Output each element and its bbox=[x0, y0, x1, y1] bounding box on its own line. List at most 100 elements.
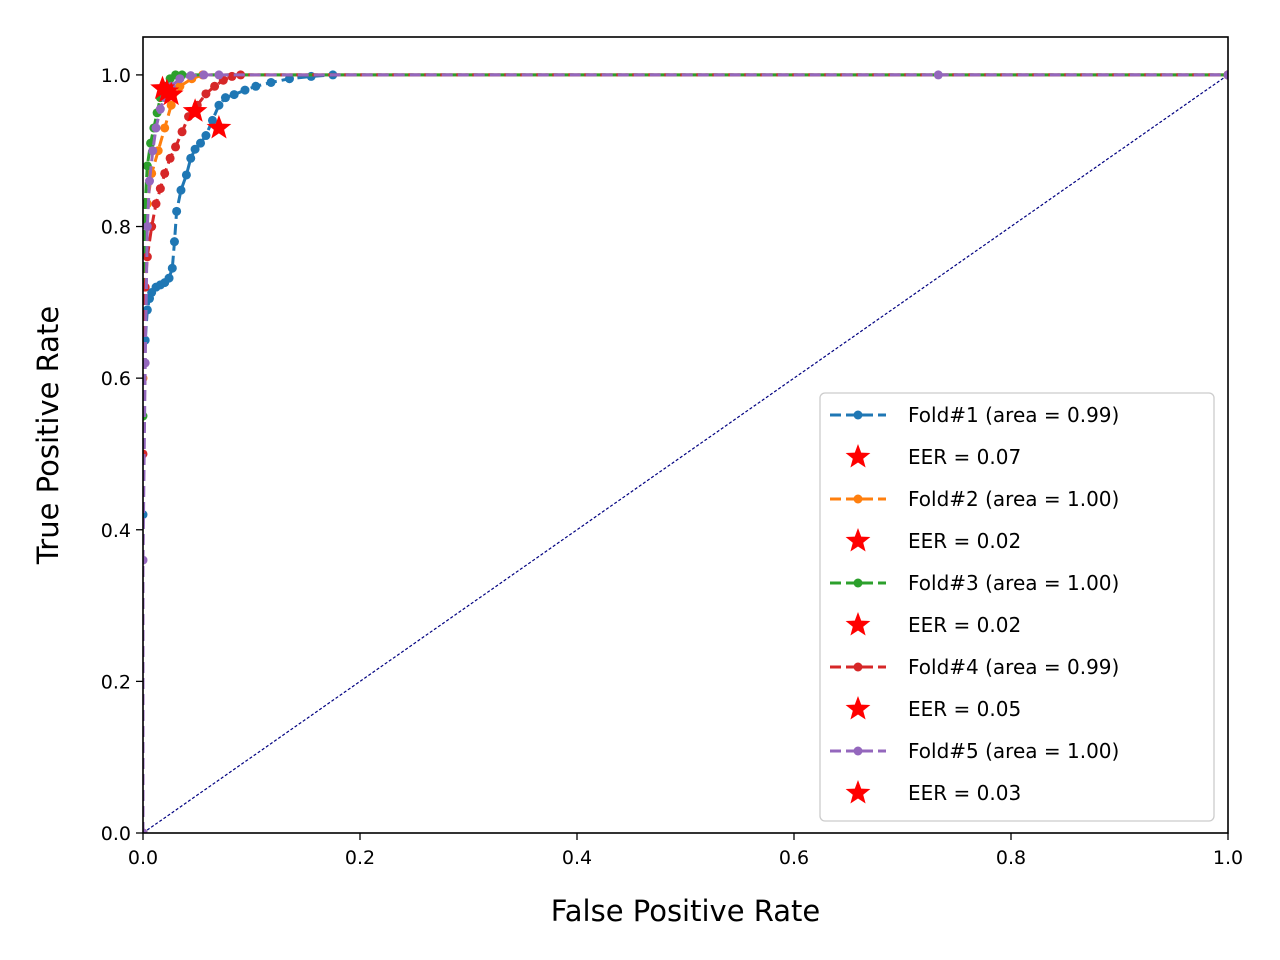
legend-star-icon bbox=[845, 528, 871, 552]
data-point bbox=[155, 104, 165, 114]
y-tick-label: 0.0 bbox=[101, 823, 131, 845]
legend-entry-fold-2: Fold#2 (area = 1.00) bbox=[830, 487, 1119, 511]
legend-star-icon bbox=[845, 444, 871, 468]
data-point bbox=[196, 138, 206, 148]
legend-label: Fold#2 (area = 1.00) bbox=[908, 487, 1119, 511]
legend-entry-eer-3: EER = 0.02 bbox=[845, 612, 1021, 637]
data-point bbox=[143, 358, 150, 368]
legend-swatch-marker bbox=[853, 662, 863, 672]
eer-marker-5 bbox=[158, 81, 184, 106]
legend-label: EER = 0.07 bbox=[908, 445, 1021, 469]
data-point bbox=[176, 185, 186, 195]
y-tick-label: 0.8 bbox=[101, 217, 131, 239]
data-point bbox=[306, 71, 316, 81]
legend-entry-eer-4: EER = 0.05 bbox=[845, 696, 1021, 721]
legend: Fold#1 (area = 0.99) EER = 0.07 Fold#2 (ar… bbox=[819, 392, 1215, 822]
legend-label: Fold#3 (area = 1.00) bbox=[908, 571, 1119, 595]
legend-entry-fold-3: Fold#3 (area = 1.00) bbox=[830, 571, 1119, 595]
series-line bbox=[143, 73, 1228, 833]
data-point bbox=[201, 89, 211, 99]
legend-star-icon bbox=[845, 780, 871, 804]
legend-label: Fold#4 (area = 0.99) bbox=[908, 655, 1119, 679]
chance-diagonal-line bbox=[143, 74, 1228, 833]
data-point bbox=[229, 90, 239, 100]
data-point bbox=[172, 206, 182, 216]
y-tick-label: 0.2 bbox=[101, 671, 131, 693]
data-point bbox=[171, 142, 181, 152]
legend-entry-eer-1: EER = 0.07 bbox=[845, 444, 1021, 469]
legend-entry-fold-4: Fold#4 (area = 0.99) bbox=[830, 655, 1119, 679]
data-point bbox=[266, 77, 276, 87]
x-tick-label: 0.6 bbox=[779, 847, 809, 869]
legend-entry-fold-1: Fold#1 (area = 0.99) bbox=[830, 403, 1119, 427]
x-axis-title: False Positive Rate bbox=[551, 894, 821, 928]
data-point bbox=[164, 273, 174, 283]
x-tick-label: 1.0 bbox=[1213, 847, 1243, 869]
legend-star-icon bbox=[845, 612, 871, 636]
legend-label: EER = 0.05 bbox=[908, 697, 1021, 721]
data-point bbox=[933, 70, 943, 80]
data-point bbox=[201, 131, 211, 141]
y-tick-label: 0.4 bbox=[101, 520, 131, 542]
data-point bbox=[227, 71, 237, 81]
data-point bbox=[251, 81, 261, 91]
legend-swatch-marker bbox=[853, 746, 863, 756]
data-point bbox=[207, 115, 217, 125]
x-tick-label: 0.2 bbox=[345, 847, 375, 869]
data-point bbox=[240, 85, 250, 95]
data-point bbox=[210, 81, 220, 91]
plot-frame bbox=[142, 36, 1229, 834]
eer-marker-4 bbox=[182, 98, 208, 122]
data-point bbox=[160, 123, 170, 133]
x-tick-label: 0.0 bbox=[128, 847, 158, 869]
data-point bbox=[169, 237, 179, 247]
data-point bbox=[155, 184, 165, 194]
legend-label: Fold#1 (area = 0.99) bbox=[908, 403, 1119, 427]
data-point bbox=[148, 146, 158, 156]
legend-label: Fold#5 (area = 1.00) bbox=[908, 739, 1119, 763]
data-point bbox=[199, 70, 209, 80]
data-point bbox=[143, 222, 152, 232]
data-point bbox=[177, 127, 187, 137]
data-point bbox=[186, 71, 196, 81]
legend-swatch-marker bbox=[853, 410, 863, 420]
data-point bbox=[214, 70, 224, 80]
data-point bbox=[151, 199, 161, 209]
y-axis-title: True Positive Rate bbox=[31, 306, 65, 565]
legend-star-icon bbox=[845, 696, 871, 720]
axis-ticks: 0.0 0.2 0.4 0.6 0.8 1.0 0.0 0.2 0.4 0.6 0.8 1.0 bbox=[101, 65, 1243, 869]
eer-marker-3 bbox=[150, 75, 175, 100]
legend-entry-fold-5: Fold#5 (area = 1.00) bbox=[830, 739, 1119, 763]
data-point bbox=[181, 170, 191, 180]
eer-marker-1 bbox=[206, 115, 232, 139]
legend-label: EER = 0.03 bbox=[908, 781, 1021, 805]
legend-swatch-marker bbox=[853, 494, 863, 504]
data-point bbox=[143, 828, 148, 833]
data-point bbox=[175, 74, 185, 84]
series-fold-1 bbox=[143, 70, 1228, 833]
data-point bbox=[145, 176, 155, 186]
legend-entry-eer-2: EER = 0.02 bbox=[845, 528, 1021, 553]
legend-entry-eer-5: EER = 0.03 bbox=[845, 780, 1021, 805]
data-point bbox=[220, 93, 230, 103]
data-point bbox=[1223, 70, 1228, 80]
data-point bbox=[167, 263, 177, 273]
data-point bbox=[284, 74, 294, 84]
data-point bbox=[186, 153, 196, 163]
legend-label: EER = 0.02 bbox=[908, 529, 1021, 553]
x-tick-label: 0.8 bbox=[996, 847, 1026, 869]
data-point bbox=[166, 100, 176, 110]
data-point bbox=[214, 100, 224, 110]
data-point bbox=[143, 555, 148, 565]
data-point bbox=[151, 123, 161, 133]
legend-label: EER = 0.02 bbox=[908, 613, 1021, 637]
y-tick-label: 1.0 bbox=[101, 65, 131, 87]
data-point bbox=[190, 144, 200, 154]
legend-swatch-marker bbox=[853, 578, 863, 588]
plot-area bbox=[143, 70, 1228, 833]
data-point bbox=[165, 153, 175, 163]
x-tick-label: 0.4 bbox=[562, 847, 592, 869]
data-point bbox=[160, 168, 170, 178]
y-tick-label: 0.6 bbox=[101, 368, 131, 390]
